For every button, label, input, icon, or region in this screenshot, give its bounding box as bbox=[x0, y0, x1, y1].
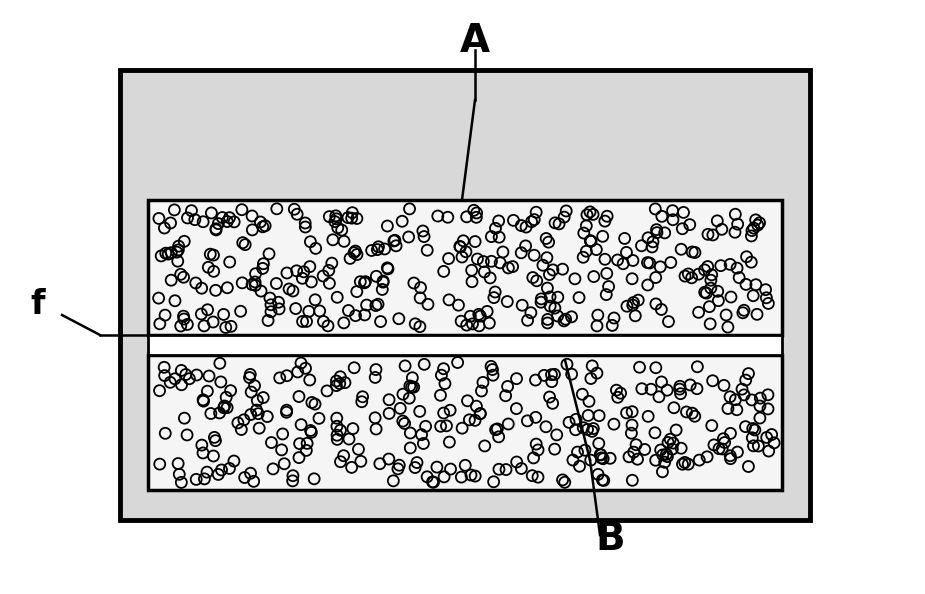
Text: B: B bbox=[595, 520, 624, 558]
Bar bbox=[148, 335, 782, 355]
Bar bbox=[120, 70, 810, 520]
Bar bbox=[148, 200, 782, 335]
Bar bbox=[148, 355, 782, 490]
Text: f: f bbox=[31, 289, 45, 321]
Text: A: A bbox=[460, 22, 490, 60]
